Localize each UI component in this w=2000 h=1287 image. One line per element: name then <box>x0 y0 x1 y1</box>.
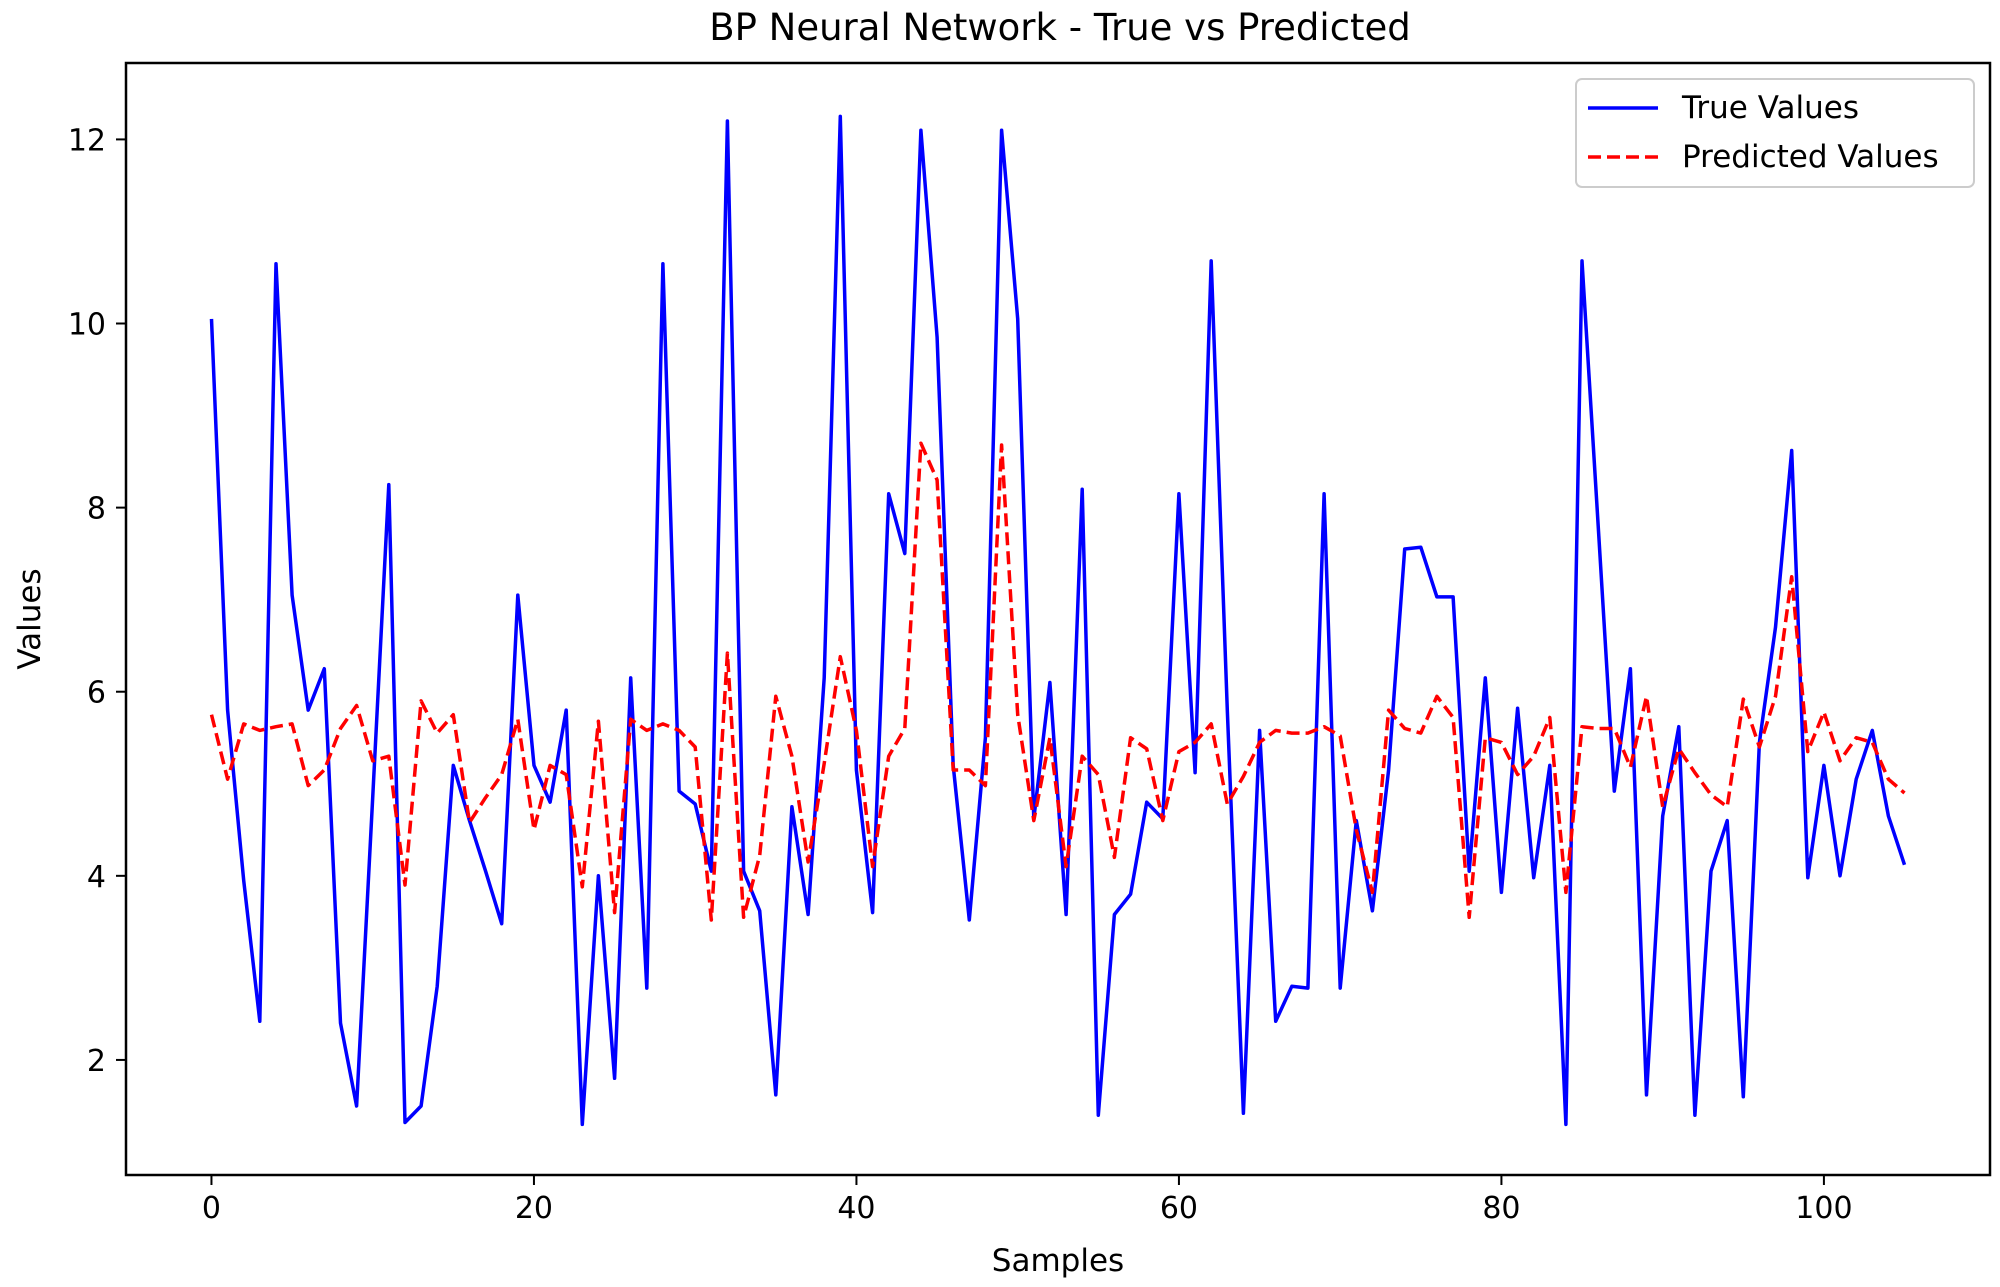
y-tick-label: 6 <box>87 676 106 711</box>
x-tick-label: 0 <box>202 1191 221 1226</box>
y-tick-label: 12 <box>68 123 106 158</box>
x-axis-ticks: 0 20 40 60 80 100 <box>202 1175 1853 1226</box>
y-axis-label: Values <box>12 568 48 669</box>
legend-label-predicted-values: Predicted Values <box>1682 139 1939 175</box>
y-axis-ticks: 2 4 6 8 10 12 <box>68 123 126 1079</box>
x-tick-label: 100 <box>1795 1191 1852 1226</box>
legend-label-true-values: True Values <box>1681 90 1859 126</box>
x-tick-label: 60 <box>1160 1191 1198 1226</box>
legend: True Values Predicted Values <box>1575 78 1975 188</box>
chart-title: BP Neural Network - True vs Predicted <box>709 6 1411 49</box>
axes-frame <box>124 61 1992 1177</box>
y-tick-label: 8 <box>87 492 106 527</box>
y-tick-label: 2 <box>87 1044 106 1079</box>
x-axis-label: Samples <box>992 1243 1124 1279</box>
legend-box <box>1575 78 1975 188</box>
y-tick-label: 10 <box>68 308 106 343</box>
series-line-predicted-values <box>209 441 1906 922</box>
series-line-true-values <box>209 114 1907 1127</box>
x-tick-label: 80 <box>1482 1191 1520 1226</box>
x-tick-label: 40 <box>837 1191 875 1226</box>
series-layer <box>209 114 1907 1127</box>
y-tick-label: 4 <box>87 860 106 895</box>
plot-area <box>124 61 1992 1177</box>
x-tick-label: 20 <box>515 1191 553 1226</box>
